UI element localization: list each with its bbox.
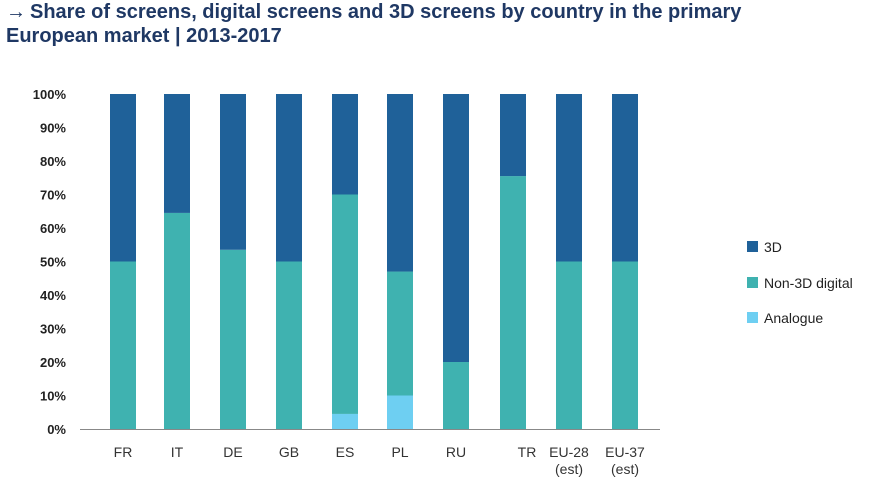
x-tick-label: RU (446, 444, 466, 460)
bar-segment-nondigital (110, 261, 136, 429)
y-tick-label: 60% (40, 221, 66, 236)
bar-segment-3d (110, 94, 136, 262)
bar-segment-analogue (332, 413, 358, 429)
bar-segment-nondigital (387, 271, 413, 396)
legend-swatch-analogue (747, 312, 758, 323)
bar-segment-nondigital (500, 176, 526, 429)
x-tick-label: EU-37 (605, 444, 645, 460)
x-tick-label: IT (171, 444, 184, 460)
x-tick-label: ES (336, 444, 355, 460)
title-arrow-icon: → (6, 1, 26, 23)
y-tick-label: 50% (40, 255, 66, 270)
bar-segment-3d (332, 94, 358, 195)
bar-segment-3d (500, 94, 526, 177)
chart-title-text: Share of screens, digital screens and 3D… (6, 1, 742, 47)
bar-segment-3d (164, 94, 190, 213)
bar-segment-analogue (387, 395, 413, 429)
x-tick-label: GB (279, 444, 299, 460)
bar-segment-3d (387, 94, 413, 272)
bar-segment-3d (556, 94, 582, 262)
x-tick-label: (est) (611, 461, 639, 477)
bar-segment-3d (220, 94, 246, 250)
bar-segment-3d (612, 94, 638, 262)
bar-segment-3d (276, 94, 302, 262)
bar-segment-3d (443, 94, 469, 362)
bar-segment-nondigital (220, 249, 246, 429)
x-tick-label: DE (223, 444, 242, 460)
x-tick-label: PL (391, 444, 408, 460)
bar-segment-nondigital (332, 194, 358, 414)
y-tick-label: 10% (40, 389, 66, 404)
bar-segment-nondigital (164, 212, 190, 429)
x-tick-label: EU-28 (549, 444, 589, 460)
x-tick-label: TR (518, 444, 537, 460)
legend-label: 3D (764, 239, 782, 255)
y-tick-label: 30% (40, 322, 66, 337)
legend-label: Non-3D digital (764, 275, 853, 291)
legend-swatch-nondigital (747, 277, 758, 288)
y-tick-label: 90% (40, 121, 66, 136)
y-tick-label: 40% (40, 288, 66, 303)
chart-title: → Share of screens, digital screens and 3… (6, 0, 826, 48)
y-tick-label: 20% (40, 355, 66, 370)
bar-segment-nondigital (276, 261, 302, 429)
x-tick-label: (est) (555, 461, 583, 477)
y-tick-label: 80% (40, 154, 66, 169)
bar-segment-nondigital (443, 362, 469, 429)
y-tick-label: 70% (40, 188, 66, 203)
bar-segment-nondigital (556, 261, 582, 429)
legend-label: Analogue (764, 310, 823, 326)
y-tick-label: 0% (47, 422, 66, 437)
bar-segment-nondigital (612, 261, 638, 429)
y-tick-label: 100% (33, 87, 67, 102)
x-tick-label: FR (114, 444, 133, 460)
legend-swatch-3d (747, 241, 758, 252)
